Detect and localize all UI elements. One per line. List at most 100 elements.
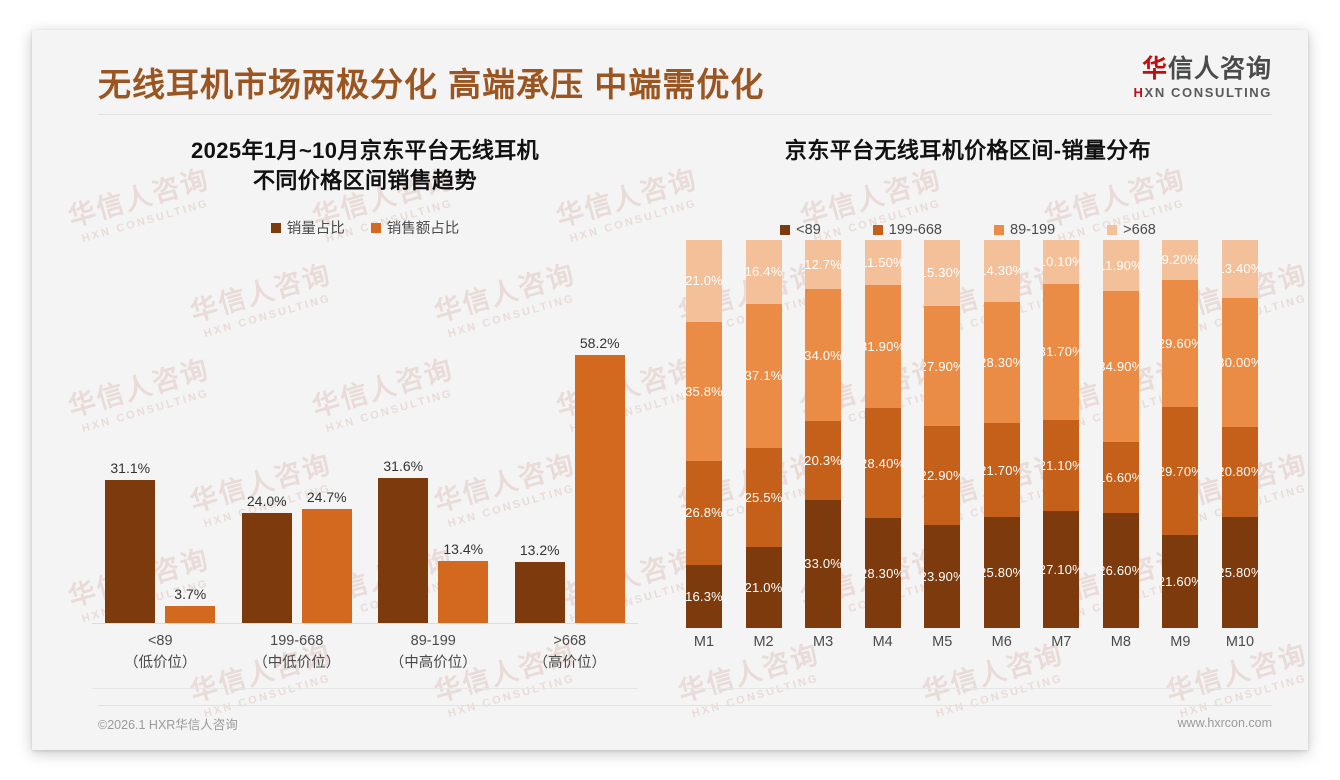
bar-rect[interactable] [105, 480, 156, 623]
bar-rect[interactable] [378, 477, 429, 623]
stacked-bar-segment[interactable]: 30.00% [1221, 297, 1258, 428]
bar-rect[interactable] [438, 561, 489, 623]
stacked-bar-segment[interactable]: 20.3% [805, 421, 842, 500]
x-axis-category-label: >668 （高价位） [502, 630, 639, 675]
stacked-bar[interactable]: 14.30% 28.30% 21.70% 25.80% [983, 240, 1020, 628]
left-legend-label: 销售额占比 [386, 221, 460, 238]
left-legend-item[interactable]: 销售额占比 [370, 217, 460, 238]
stacked-bar[interactable]: 11.50% 31.90% 28.40% 28.30% [864, 240, 901, 628]
bar-value-label: 24.7% [306, 489, 347, 506]
logo-chinese-text: 华信人咨询 [1134, 56, 1272, 82]
stacked-bar-segment[interactable]: 22.90% [924, 426, 961, 525]
x-axis-category-label: 199-668 （中低价位） [229, 630, 366, 675]
bar-group: 13.2% 58.2% [502, 311, 639, 623]
right-legend-item[interactable]: >668 [1107, 222, 1156, 238]
bar-column[interactable]: 31.1% [105, 311, 156, 623]
stacked-bar-segment[interactable]: 27.10% [1043, 511, 1080, 628]
stacked-bar-segment[interactable]: 31.70% [1043, 283, 1080, 421]
stacked-bar-segment[interactable]: 25.80% [983, 516, 1020, 628]
stacked-bar-segment[interactable]: 28.30% [983, 301, 1020, 424]
x-axis-category-name: 89-199 [410, 633, 456, 649]
bar-rect[interactable] [574, 355, 625, 623]
stacked-bar-segment[interactable]: 35.8% [686, 321, 722, 461]
stacked-bar-segment[interactable]: 21.70% [983, 423, 1020, 517]
stacked-bar-segment[interactable]: 21.10% [1043, 420, 1080, 512]
stacked-bar-segment[interactable]: 11.90% [1102, 240, 1139, 292]
segment-value-label: 9.20% [1162, 252, 1199, 268]
right-legend-item[interactable]: <89 [780, 222, 821, 238]
stacked-bar-segment[interactable]: 16.3% [686, 564, 722, 628]
bar-column[interactable]: 24.0% [241, 311, 292, 623]
bar-rect[interactable] [165, 606, 216, 623]
bar-column[interactable]: 3.7% [165, 311, 216, 623]
segment-value-label: 20.80% [1222, 464, 1258, 480]
bar-rect[interactable] [514, 562, 565, 623]
stacked-bar-segment[interactable]: 34.0% [805, 289, 842, 422]
stacked-bar-segment[interactable]: 34.90% [1102, 291, 1139, 442]
stacked-bar[interactable]: 12.7% 34.0% 20.3% 33.0% [805, 240, 842, 628]
right-chart-legend: <89 199-668 89-199 >668 [664, 222, 1272, 238]
stacked-bar-segment[interactable]: 21.60% [1162, 534, 1199, 628]
stacked-bar-segment[interactable]: 11.50% [864, 240, 901, 285]
x-axis-month-label: M6 [991, 634, 1012, 650]
stacked-bar-segment[interactable]: 29.60% [1162, 279, 1199, 408]
stacked-bar-segment[interactable]: 26.8% [686, 460, 722, 565]
stacked-bar-segment[interactable]: 28.30% [864, 518, 901, 628]
bar-column[interactable]: 13.4% [438, 311, 489, 623]
left-chart-plot-area: 31.1% 3.7% 24.0% 24.7% 31.6% 13.4% 13.2% 58.2% [92, 312, 638, 624]
stacked-bar-segment[interactable]: 9.20% [1162, 240, 1199, 280]
logo-english-rest: XN CONSULTING [1144, 85, 1272, 101]
stacked-bar-segment[interactable]: 25.80% [1221, 516, 1258, 628]
stacked-bar-segment[interactable]: 27.90% [924, 305, 961, 427]
stacked-bar[interactable]: 15.30% 27.90% 22.90% 23.90% [924, 240, 961, 628]
stacked-bar-segment[interactable]: 21.0% [686, 240, 722, 322]
x-axis-category-name: 199-668 [270, 633, 324, 649]
segment-value-label: 25.80% [1222, 564, 1258, 580]
bar-rect[interactable] [241, 512, 292, 623]
right-chart-x-labels: M1 M2 M3 M4 M5 M6 M7 M8 M9 M10 [686, 634, 1258, 650]
bar-column[interactable]: 24.7% [301, 311, 352, 623]
stacked-bar[interactable]: 16.4% 37.1% 25.5% 21.0% [745, 240, 782, 628]
bar-column[interactable]: 13.2% [514, 311, 565, 623]
stacked-bar-segment[interactable]: 31.90% [864, 284, 901, 409]
stacked-bar-segment[interactable]: 29.70% [1162, 407, 1199, 535]
stacked-bar[interactable]: 10.10% 31.70% 21.10% 27.10% [1043, 240, 1080, 628]
stacked-bar[interactable]: 13.40% 30.00% 20.80% 25.80% [1221, 240, 1258, 628]
segment-value-label: 30.00% [1222, 354, 1258, 370]
stacked-bar-segment[interactable]: 37.1% [745, 303, 782, 448]
segment-value-label: 10.10% [1043, 254, 1079, 270]
stacked-bar-segment[interactable]: 25.5% [745, 447, 782, 547]
right-chart-bottom-divider [686, 688, 1258, 689]
right-legend-item[interactable]: 199-668 [872, 222, 942, 238]
bar-group: 24.0% 24.7% [229, 311, 366, 623]
left-legend-item[interactable]: 销量占比 [270, 217, 345, 238]
stacked-bar-segment[interactable]: 20.80% [1221, 427, 1258, 517]
stacked-bar-segment[interactable]: 13.40% [1221, 240, 1258, 298]
left-chart-x-labels: <89 （低价位） 199-668 （中低价位） 89-199 （中高价位） >668 （高价… [92, 630, 638, 686]
stacked-bar-segment[interactable]: 33.0% [805, 499, 842, 628]
stacked-bar-segment[interactable]: 16.4% [745, 240, 782, 304]
left-chart-title-line1: 2025年1月~10月京东平台无线耳机 [190, 138, 540, 163]
stacked-bar-segment[interactable]: 28.40% [864, 408, 901, 519]
footer-website[interactable]: www.hxrcon.com [1177, 716, 1272, 730]
stacked-bar[interactable]: 9.20% 29.60% 29.70% 21.60% [1162, 240, 1199, 628]
right-legend-item[interactable]: 89-199 [994, 222, 1055, 238]
bar-group: 31.1% 3.7% [92, 311, 229, 623]
right-chart-panel: 京东平台无线耳机价格区间-销量分布 <89 199-668 89-199 >668 2… [664, 122, 1272, 694]
segment-value-label: 25.5% [745, 489, 782, 505]
page-title: 无线耳机市场两极分化 高端承压 中端需优化 [98, 66, 765, 103]
stacked-bar-segment[interactable]: 26.60% [1102, 513, 1139, 628]
stacked-bar-segment[interactable]: 14.30% [983, 240, 1020, 302]
stacked-bar-segment[interactable]: 10.10% [1043, 240, 1080, 284]
x-axis-category-sublabel: （中高价位） [389, 655, 477, 672]
stacked-bar[interactable]: 21.0% 35.8% 26.8% 16.3% [686, 240, 722, 628]
stacked-bar[interactable]: 11.90% 34.90% 16.60% 26.60% [1102, 240, 1139, 628]
bar-column[interactable]: 31.6% [378, 311, 429, 623]
bar-rect[interactable] [301, 509, 352, 623]
stacked-bar-segment[interactable]: 12.7% [805, 240, 842, 290]
stacked-bar-segment[interactable]: 15.30% [924, 240, 961, 306]
bar-column[interactable]: 58.2% [574, 311, 625, 623]
stacked-bar-segment[interactable]: 23.90% [924, 524, 961, 628]
stacked-bar-segment[interactable]: 21.0% [745, 546, 782, 628]
stacked-bar-segment[interactable]: 16.60% [1102, 441, 1139, 514]
